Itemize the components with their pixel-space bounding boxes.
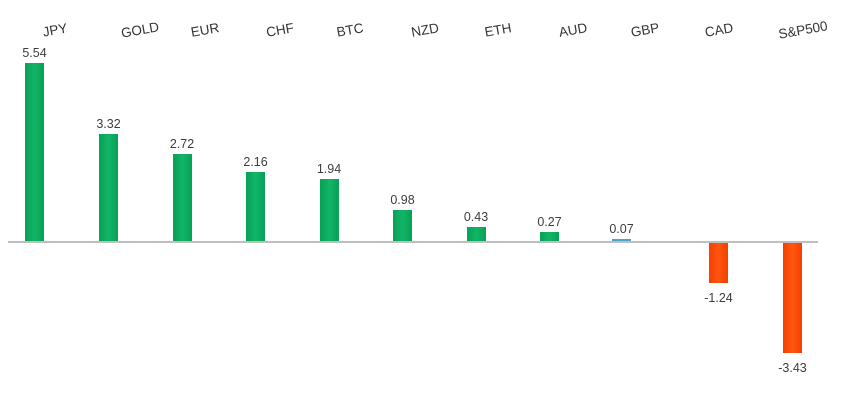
bar-btc bbox=[319, 178, 339, 241]
bar-eur bbox=[172, 153, 192, 241]
bar-aud bbox=[540, 232, 559, 241]
category-label-eur: EUR bbox=[189, 20, 221, 40]
category-label-chf: CHF bbox=[265, 20, 295, 40]
bar-cad bbox=[709, 243, 728, 283]
category-label-eth: ETH bbox=[483, 20, 513, 40]
bar-jpy bbox=[25, 63, 44, 241]
value-label-sp500: -3.43 bbox=[778, 361, 807, 376]
value-label-cad: -1.24 bbox=[704, 290, 733, 305]
bar-eth bbox=[466, 227, 486, 241]
bar-chf bbox=[246, 171, 265, 241]
value-label-eur: 2.72 bbox=[169, 136, 195, 151]
value-label-jpy: 5.54 bbox=[22, 46, 47, 61]
bar-sp500 bbox=[783, 243, 802, 354]
bar-gbp bbox=[612, 238, 631, 241]
value-label-aud: 0.27 bbox=[537, 215, 562, 230]
category-label-aud: AUD bbox=[557, 20, 589, 40]
value-label-btc: 1.94 bbox=[316, 161, 342, 176]
category-label-nzd: NZD bbox=[410, 20, 440, 40]
category-label-gold: GOLD bbox=[119, 19, 161, 41]
value-label-nzd: 0.98 bbox=[390, 192, 415, 207]
category-label-gbp: GBP bbox=[629, 20, 661, 40]
x-axis-zero-line bbox=[8, 241, 818, 243]
value-label-gold: 3.32 bbox=[96, 117, 121, 132]
bar-nzd bbox=[393, 209, 412, 241]
value-label-chf: 2.16 bbox=[243, 154, 268, 169]
bar-gold bbox=[99, 134, 118, 241]
category-label-btc: BTC bbox=[335, 20, 365, 40]
value-label-gbp: 0.07 bbox=[609, 221, 634, 236]
category-label-sp500: S&P500 bbox=[777, 18, 829, 42]
value-label-eth: 0.43 bbox=[463, 210, 489, 225]
category-label-jpy: JPY bbox=[41, 20, 69, 40]
category-label-cad: CAD bbox=[703, 20, 735, 40]
